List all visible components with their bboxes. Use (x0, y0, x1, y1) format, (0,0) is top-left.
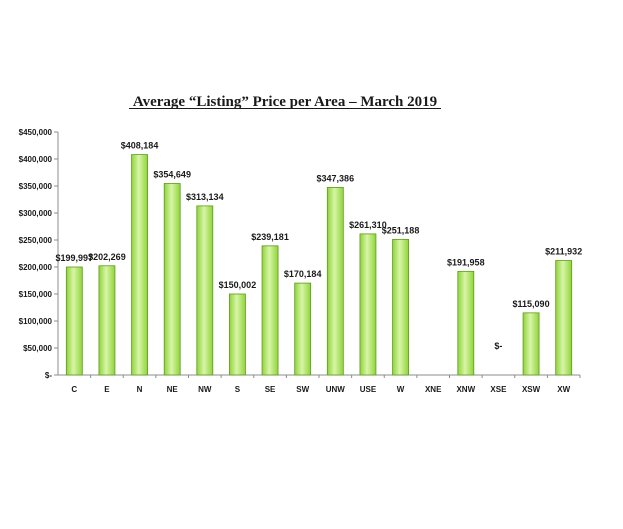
y-tick-label: $- (45, 371, 52, 380)
chart-title: Average “Listing” Price per Area – March… (133, 94, 437, 110)
x-tick-label: SW (296, 385, 309, 394)
x-tick-label: C (71, 385, 77, 394)
x-tick-label: XSE (490, 385, 507, 394)
y-tick-label: $350,000 (19, 182, 53, 191)
bar (163, 183, 181, 376)
data-labels-group: $199,997$202,269 $408,184 $354,649 $313,134… (56, 141, 583, 351)
bar (326, 187, 344, 376)
x-tick-label: XSW (522, 385, 541, 394)
x-tick-label: NE (167, 385, 179, 394)
bar (555, 260, 573, 376)
bar (229, 293, 246, 376)
data-label: $199,997 (56, 253, 94, 263)
bar (196, 205, 214, 376)
bars-group (65, 154, 573, 376)
bar (359, 233, 377, 376)
x-tick-label: USE (360, 385, 377, 394)
y-tick-label: $300,000 (19, 209, 53, 218)
y-tick-label: $400,000 (19, 155, 53, 164)
x-tick-label: XNW (456, 385, 475, 394)
bar (261, 245, 279, 376)
bar (98, 265, 116, 376)
y-tick-label: $250,000 (19, 236, 53, 245)
x-tick-label: NW (198, 385, 212, 394)
data-label: $170,184 (284, 269, 322, 279)
data-label: $408,184 (121, 141, 159, 151)
data-label: $202,269 (88, 252, 126, 262)
bar (522, 312, 540, 376)
data-label: $150,002 (219, 280, 257, 290)
bar (392, 238, 409, 376)
data-label: $261,310 (349, 220, 387, 230)
data-label: $115,090 (513, 299, 550, 309)
x-tick-label: XNE (425, 385, 442, 394)
x-tick-label: E (104, 385, 110, 394)
x-tick-label: S (235, 385, 241, 394)
y-tick-label: $150,000 (19, 290, 53, 299)
data-label: $- (494, 341, 502, 351)
x-tick-label: SE (265, 385, 276, 394)
bar (457, 270, 475, 376)
bar (131, 154, 148, 376)
x-tick-label: UNW (326, 385, 346, 394)
data-label: $313,134 (186, 192, 224, 202)
y-axis-ticks: $- $50,000 $100,000 $150,000 $200,000 $250,00… (19, 128, 58, 380)
bar (294, 282, 312, 376)
x-axis-ticks: C E N NE NW S SE SW UNW USE W XNE XNW XSE XSW XW (71, 375, 581, 394)
y-tick-label: $100,000 (19, 317, 53, 326)
data-label: $347,386 (317, 173, 355, 183)
bar (65, 266, 83, 376)
data-label: $251,188 (382, 225, 420, 235)
data-label: $211,932 (545, 247, 582, 257)
data-label: $354,649 (153, 169, 191, 179)
y-tick-label: $450,000 (19, 128, 53, 137)
y-tick-label: $50,000 (23, 344, 52, 353)
y-tick-label: $200,000 (19, 263, 53, 272)
data-label: $191,958 (447, 257, 485, 267)
x-tick-label: XW (557, 385, 570, 394)
data-label: $239,181 (251, 232, 289, 242)
x-tick-label: W (397, 385, 405, 394)
x-tick-label: N (137, 385, 143, 394)
